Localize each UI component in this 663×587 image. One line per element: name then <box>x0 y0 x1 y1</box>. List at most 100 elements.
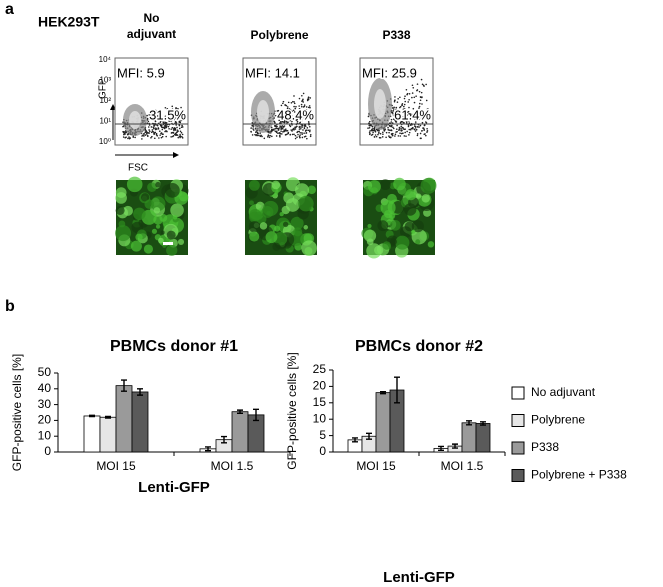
flow-event <box>301 94 303 97</box>
flow-core <box>129 111 141 129</box>
flow-event <box>308 105 311 107</box>
micrograph-cell <box>404 221 415 232</box>
flow-event <box>277 127 280 130</box>
flow-event <box>395 108 397 111</box>
error-bar <box>394 376 400 404</box>
flow-event <box>180 106 182 109</box>
flow-event <box>308 130 311 133</box>
flow-event <box>396 101 399 103</box>
flow-density <box>367 78 429 140</box>
chart-title: PBMCs donor #1 <box>110 338 238 355</box>
flow-event <box>403 128 406 131</box>
flow-event <box>402 121 404 124</box>
flow-event <box>281 125 284 127</box>
micrograph-cell <box>271 180 281 190</box>
flow-event <box>405 120 408 122</box>
flow-event <box>177 115 179 117</box>
flow-tick-label: 10¹ <box>99 117 111 126</box>
flow-event <box>300 117 303 120</box>
flow-event <box>296 136 298 138</box>
flow-event <box>394 135 396 137</box>
flow-event <box>168 118 171 121</box>
flow-event <box>298 126 300 128</box>
flow-event <box>384 128 387 131</box>
y-tick-label: 40 <box>38 381 52 395</box>
flow-event <box>421 129 423 132</box>
flow-event <box>275 131 278 134</box>
y-tick-label: 5 <box>319 428 326 442</box>
gate-percent: 48.4% <box>277 107 314 122</box>
micrograph-cell <box>118 220 126 228</box>
flow-event <box>390 129 393 132</box>
flow-event <box>274 125 276 128</box>
flow-event <box>255 131 257 134</box>
micrograph-cell <box>249 208 262 222</box>
flow-event <box>143 133 145 135</box>
y-tick-label: 15 <box>313 395 327 409</box>
flow-event <box>275 114 277 117</box>
flow-event <box>390 136 392 138</box>
flow-event <box>122 136 125 138</box>
flow-event <box>283 125 286 127</box>
flow-event <box>413 128 416 131</box>
flow-event <box>283 117 286 120</box>
flow-event <box>289 125 292 128</box>
flow-event <box>373 136 376 138</box>
flow-event <box>288 111 290 114</box>
flow-event <box>395 119 398 122</box>
error-bar <box>237 409 243 414</box>
x-axis-label: Lenti-GFP <box>383 569 455 586</box>
flow-event <box>132 136 135 138</box>
flow-event <box>282 100 285 103</box>
flow-event <box>172 131 174 134</box>
flow-event <box>302 106 305 108</box>
flow-event <box>299 119 302 122</box>
bar <box>131 391 149 453</box>
flow-event <box>407 119 409 122</box>
flow-event <box>412 107 415 110</box>
flow-event <box>128 136 130 138</box>
flow-event <box>427 108 429 110</box>
flow-event <box>388 129 390 131</box>
flow-event <box>407 110 410 113</box>
flow-event <box>168 116 171 119</box>
flow-event <box>308 112 311 114</box>
flow-event <box>163 119 165 122</box>
flow-event <box>159 119 162 122</box>
flow-event <box>153 132 156 134</box>
gate-percent: 61.4% <box>394 107 431 122</box>
flow-event <box>404 131 406 134</box>
flow-event <box>154 118 156 121</box>
flow-event <box>293 111 296 113</box>
flow-event <box>425 99 428 102</box>
flow-event <box>291 120 293 123</box>
flow-event <box>180 131 183 134</box>
flow-event <box>158 137 160 139</box>
y-axis-label: GFP-positive cells [%] <box>285 352 299 469</box>
flow-event <box>378 136 381 139</box>
gate-percent: 31.5% <box>149 107 186 122</box>
flow-event <box>171 105 174 108</box>
flow-event <box>413 101 416 104</box>
flow-event <box>420 117 423 120</box>
flow-event <box>181 126 184 128</box>
flow-event <box>276 125 278 128</box>
flow-event <box>293 101 295 103</box>
condition-label-line: adjuvant <box>127 27 176 41</box>
flow-event <box>149 130 151 133</box>
y-tick-label: 20 <box>38 413 52 427</box>
flow-event <box>305 129 308 131</box>
flow-event <box>304 112 307 114</box>
flow-event <box>179 136 181 139</box>
flow-event <box>405 117 407 120</box>
flow-event <box>367 127 369 129</box>
flow-event <box>147 120 150 123</box>
flow-event <box>278 119 280 122</box>
flow-event <box>274 130 277 133</box>
flow-event <box>171 126 174 129</box>
flow-event <box>152 119 154 122</box>
y-tick-label: 20 <box>313 379 327 393</box>
flow-event <box>302 101 304 103</box>
flow-event <box>267 134 270 136</box>
micrograph-cell <box>405 189 417 201</box>
